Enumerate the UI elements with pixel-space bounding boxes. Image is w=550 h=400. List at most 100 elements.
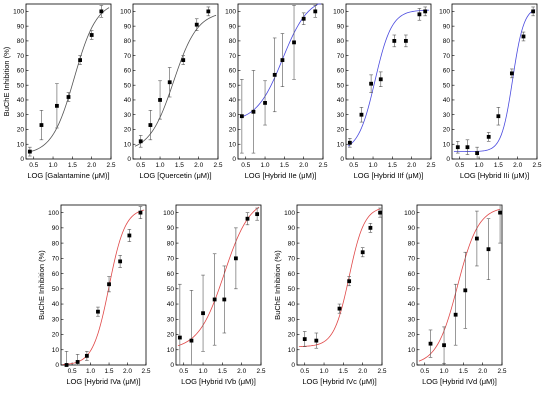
- x-tick-label: 0.5: [455, 162, 464, 169]
- data-point: [201, 311, 205, 316]
- data-point: [313, 9, 318, 14]
- data-point: [403, 39, 408, 43]
- y-tick-label: 60: [167, 271, 175, 278]
- x-tick-label: 1.5: [494, 162, 503, 169]
- x-tick-label: 1.5: [459, 368, 468, 375]
- y-tick-label: 0: [411, 362, 415, 369]
- data-point: [118, 259, 123, 264]
- y-tick-label: 40: [443, 97, 451, 104]
- y-tick-label: 90: [52, 225, 60, 232]
- y-tick-label: 80: [17, 38, 25, 45]
- x-tick-label: 0.5: [29, 162, 38, 169]
- y-tick-label: 20: [17, 127, 25, 134]
- data-point: [496, 114, 501, 119]
- y-tick-label: 30: [229, 112, 237, 119]
- y-tick-label: 20: [408, 332, 416, 339]
- plot-frame: [416, 204, 503, 366]
- data-point: [78, 58, 82, 62]
- y-tick-label: 10: [408, 347, 416, 354]
- x-tick-label: 1.0: [440, 368, 449, 375]
- y-tick-label: 70: [337, 53, 345, 60]
- x-tick-label: 1.0: [369, 162, 378, 169]
- y-tick-label: 60: [52, 271, 60, 278]
- y-tick-label: 10: [52, 347, 60, 354]
- y-tick-label: 60: [443, 68, 451, 75]
- x-tick-label: 1.0: [86, 368, 95, 375]
- plot-frame: [237, 3, 324, 160]
- y-tick-label: 10: [17, 141, 25, 148]
- y-tick-label: 50: [17, 82, 25, 89]
- y-tick-label: 90: [167, 225, 175, 232]
- chart-panel-4: 0 10 20 30 40 50 60 70 80 90 100 0.5 1.0 1.5 2.0 2.5LOG…: [333, 3, 436, 180]
- plot-frame: [132, 3, 219, 160]
- x-tick-label: 2.5: [497, 368, 506, 375]
- data-point: [455, 145, 460, 150]
- y-tick-label: 30: [124, 112, 132, 119]
- x-tick-label: 0.5: [136, 162, 145, 169]
- y-tick-label: 30: [17, 112, 25, 119]
- fit-curve: [27, 7, 110, 153]
- data-point: [337, 306, 342, 311]
- fit-curve: [177, 206, 260, 347]
- y-axis-label: BuChE Inhibition (%): [2, 46, 11, 116]
- x-tick-label: 2.5: [213, 162, 222, 169]
- y-tick-label: 60: [288, 271, 296, 278]
- chart-panel-8: 0 10 20 30 40 50 60 70 80 90 100 0.5 1.0 1.5 2.0 2.5LOG…: [273, 204, 387, 386]
- x-tick-label: 1.5: [105, 368, 114, 375]
- y-tick-label: 10: [337, 141, 345, 148]
- y-tick-label: 80: [443, 38, 451, 45]
- y-tick-label: 50: [288, 286, 296, 293]
- y-tick-label: 60: [408, 271, 416, 278]
- y-tick-label: 90: [229, 23, 237, 30]
- plot-frame: [175, 204, 262, 366]
- y-tick-label: 40: [52, 301, 60, 308]
- y-tick-label: 30: [408, 316, 416, 323]
- data-point: [442, 343, 446, 348]
- x-tick-label: 1.5: [68, 162, 77, 169]
- x-tick-label: 1.5: [388, 162, 397, 169]
- chart-panel-9: 0 10 20 30 40 50 60 70 80 90 100 0.5 1.0 1.5 2.0 2.5LOG…: [404, 204, 507, 386]
- y-tick-label: 100: [48, 210, 59, 217]
- data-point: [84, 353, 89, 358]
- y-tick-label: 0: [232, 156, 236, 163]
- y-tick-label: 40: [124, 97, 132, 104]
- data-point: [475, 151, 480, 155]
- y-tick-label: 60: [17, 68, 25, 75]
- data-point: [272, 72, 277, 77]
- data-point: [392, 39, 397, 43]
- y-tick-label: 50: [408, 286, 416, 293]
- data-point: [96, 309, 100, 314]
- y-tick-label: 60: [124, 68, 132, 75]
- x-tick-label: 0.5: [420, 368, 429, 375]
- data-point: [206, 9, 211, 14]
- data-point: [292, 40, 296, 45]
- data-point: [369, 81, 374, 86]
- data-point: [222, 297, 227, 302]
- fit-curve: [418, 208, 501, 362]
- plot-frame: [25, 3, 112, 160]
- x-axis-label: LOG [Hybrid IVa (μM)]: [66, 377, 140, 386]
- y-tick-label: 100: [120, 9, 131, 16]
- data-point: [378, 77, 383, 82]
- y-tick-label: 60: [229, 68, 237, 75]
- y-tick-label: 70: [52, 256, 60, 263]
- x-tick-label: 1.0: [199, 368, 208, 375]
- data-point: [486, 134, 491, 139]
- y-tick-label: 0: [170, 362, 174, 369]
- y-tick-label: 100: [163, 210, 174, 217]
- data-point: [181, 58, 186, 62]
- fit-curve: [453, 9, 536, 153]
- x-tick-label: 2.5: [532, 162, 541, 169]
- y-tick-label: 80: [167, 240, 175, 247]
- x-tick-label: 2.0: [513, 162, 522, 169]
- data-point: [194, 22, 199, 27]
- x-tick-label: 0.5: [179, 368, 188, 375]
- x-tick-label: 1.0: [475, 162, 484, 169]
- x-axis-label: LOG [Hybrid IIi (μM)]: [460, 171, 529, 180]
- x-tick-label: 0.5: [241, 162, 250, 169]
- data-point: [378, 210, 382, 215]
- y-tick-label: 50: [443, 82, 451, 89]
- data-point: [314, 338, 319, 343]
- y-tick-label: 20: [337, 127, 345, 134]
- y-tick-label: 80: [408, 240, 416, 247]
